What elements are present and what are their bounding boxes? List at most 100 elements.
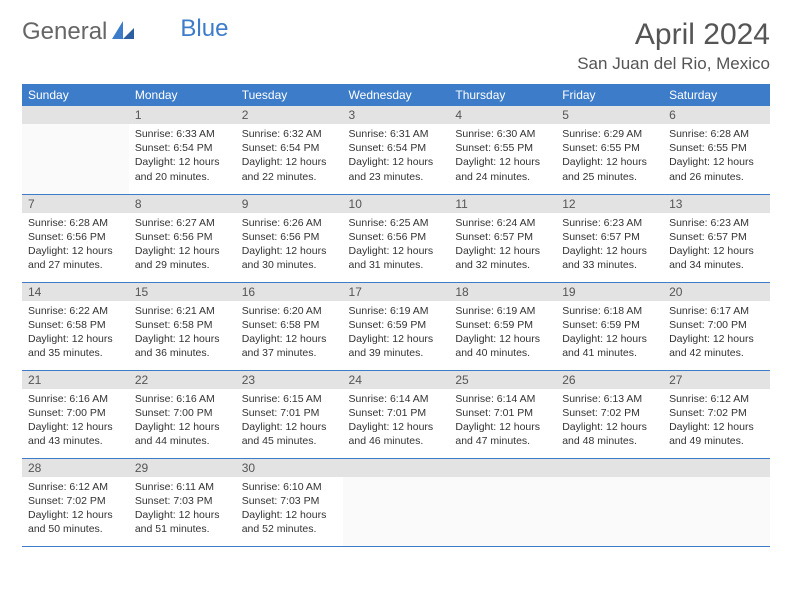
- day-line: Sunrise: 6:12 AM: [28, 480, 123, 494]
- logo-text-1: General: [22, 18, 107, 46]
- day-number: 20: [663, 283, 770, 301]
- day-line: Sunset: 7:00 PM: [135, 406, 230, 420]
- calendar-cell: 24Sunrise: 6:14 AMSunset: 7:01 PMDayligh…: [343, 370, 450, 458]
- calendar-cell: 8Sunrise: 6:27 AMSunset: 6:56 PMDaylight…: [129, 194, 236, 282]
- day-line: and 20 minutes.: [135, 170, 230, 184]
- day-line: Sunrise: 6:33 AM: [135, 127, 230, 141]
- day-body: Sunrise: 6:21 AMSunset: 6:58 PMDaylight:…: [129, 301, 236, 365]
- logo-text-2: Blue: [180, 15, 228, 43]
- day-line: Sunset: 7:00 PM: [669, 318, 764, 332]
- calendar-cell: 29Sunrise: 6:11 AMSunset: 7:03 PMDayligh…: [129, 458, 236, 546]
- day-body: [22, 124, 129, 131]
- day-body: Sunrise: 6:28 AMSunset: 6:56 PMDaylight:…: [22, 213, 129, 277]
- calendar-cell: 2Sunrise: 6:32 AMSunset: 6:54 PMDaylight…: [236, 106, 343, 194]
- day-line: Sunset: 6:59 PM: [349, 318, 444, 332]
- day-line: Daylight: 12 hours: [242, 508, 337, 522]
- day-body: Sunrise: 6:12 AMSunset: 7:02 PMDaylight:…: [22, 477, 129, 541]
- day-body: Sunrise: 6:12 AMSunset: 7:02 PMDaylight:…: [663, 389, 770, 453]
- day-line: and 25 minutes.: [562, 170, 657, 184]
- calendar-cell: 21Sunrise: 6:16 AMSunset: 7:00 PMDayligh…: [22, 370, 129, 458]
- day-number: [343, 459, 450, 477]
- day-number: 17: [343, 283, 450, 301]
- day-number: 23: [236, 371, 343, 389]
- day-number: 18: [449, 283, 556, 301]
- day-body: Sunrise: 6:17 AMSunset: 7:00 PMDaylight:…: [663, 301, 770, 365]
- day-line: Daylight: 12 hours: [242, 420, 337, 434]
- day-line: and 50 minutes.: [28, 522, 123, 536]
- location: San Juan del Rio, Mexico: [577, 54, 770, 74]
- calendar-cell: 14Sunrise: 6:22 AMSunset: 6:58 PMDayligh…: [22, 282, 129, 370]
- day-number: 27: [663, 371, 770, 389]
- calendar-cell: [556, 458, 663, 546]
- day-line: and 41 minutes.: [562, 346, 657, 360]
- day-number: 22: [129, 371, 236, 389]
- day-number: 8: [129, 195, 236, 213]
- day-line: Sunrise: 6:25 AM: [349, 216, 444, 230]
- day-line: Sunrise: 6:13 AM: [562, 392, 657, 406]
- day-number: 19: [556, 283, 663, 301]
- calendar-cell: 3Sunrise: 6:31 AMSunset: 6:54 PMDaylight…: [343, 106, 450, 194]
- day-number: [22, 106, 129, 124]
- day-number: 30: [236, 459, 343, 477]
- day-line: Sunset: 6:56 PM: [28, 230, 123, 244]
- day-line: Daylight: 12 hours: [455, 332, 550, 346]
- day-line: Sunset: 6:57 PM: [455, 230, 550, 244]
- day-line: Daylight: 12 hours: [349, 332, 444, 346]
- calendar-row: 28Sunrise: 6:12 AMSunset: 7:02 PMDayligh…: [22, 458, 770, 546]
- weekday-header: Tuesday: [236, 84, 343, 106]
- day-line: Daylight: 12 hours: [669, 332, 764, 346]
- day-line: Sunrise: 6:19 AM: [455, 304, 550, 318]
- day-line: Sunset: 6:58 PM: [135, 318, 230, 332]
- day-line: Sunrise: 6:31 AM: [349, 127, 444, 141]
- day-line: Daylight: 12 hours: [28, 508, 123, 522]
- day-line: and 46 minutes.: [349, 434, 444, 448]
- day-number: 21: [22, 371, 129, 389]
- day-line: Sunset: 6:54 PM: [135, 141, 230, 155]
- day-line: and 44 minutes.: [135, 434, 230, 448]
- calendar-row: 7Sunrise: 6:28 AMSunset: 6:56 PMDaylight…: [22, 194, 770, 282]
- day-line: Daylight: 12 hours: [349, 244, 444, 258]
- day-body: Sunrise: 6:19 AMSunset: 6:59 PMDaylight:…: [343, 301, 450, 365]
- day-line: and 39 minutes.: [349, 346, 444, 360]
- day-line: Sunset: 6:59 PM: [455, 318, 550, 332]
- day-line: Daylight: 12 hours: [562, 420, 657, 434]
- day-line: Daylight: 12 hours: [242, 244, 337, 258]
- day-line: and 43 minutes.: [28, 434, 123, 448]
- day-number: 14: [22, 283, 129, 301]
- day-line: Sunset: 6:55 PM: [562, 141, 657, 155]
- weekday-header: Saturday: [663, 84, 770, 106]
- day-line: and 48 minutes.: [562, 434, 657, 448]
- day-body: Sunrise: 6:11 AMSunset: 7:03 PMDaylight:…: [129, 477, 236, 541]
- day-line: Sunrise: 6:28 AM: [28, 216, 123, 230]
- calendar-cell: 4Sunrise: 6:30 AMSunset: 6:55 PMDaylight…: [449, 106, 556, 194]
- day-body: [449, 477, 556, 484]
- day-line: Daylight: 12 hours: [349, 155, 444, 169]
- day-body: Sunrise: 6:15 AMSunset: 7:01 PMDaylight:…: [236, 389, 343, 453]
- day-line: Sunset: 6:56 PM: [349, 230, 444, 244]
- calendar-row: 14Sunrise: 6:22 AMSunset: 6:58 PMDayligh…: [22, 282, 770, 370]
- day-body: Sunrise: 6:20 AMSunset: 6:58 PMDaylight:…: [236, 301, 343, 365]
- day-line: and 36 minutes.: [135, 346, 230, 360]
- day-line: Daylight: 12 hours: [455, 420, 550, 434]
- day-line: and 27 minutes.: [28, 258, 123, 272]
- calendar-cell: 12Sunrise: 6:23 AMSunset: 6:57 PMDayligh…: [556, 194, 663, 282]
- day-body: Sunrise: 6:27 AMSunset: 6:56 PMDaylight:…: [129, 213, 236, 277]
- weekday-header: Wednesday: [343, 84, 450, 106]
- day-number: [449, 459, 556, 477]
- calendar-cell: 13Sunrise: 6:23 AMSunset: 6:57 PMDayligh…: [663, 194, 770, 282]
- day-line: Sunrise: 6:29 AM: [562, 127, 657, 141]
- day-number: 4: [449, 106, 556, 124]
- day-number: 11: [449, 195, 556, 213]
- day-line: Daylight: 12 hours: [669, 244, 764, 258]
- day-line: Sunrise: 6:27 AM: [135, 216, 230, 230]
- day-body: Sunrise: 6:13 AMSunset: 7:02 PMDaylight:…: [556, 389, 663, 453]
- day-line: Sunset: 7:02 PM: [562, 406, 657, 420]
- day-number: 3: [343, 106, 450, 124]
- day-line: Daylight: 12 hours: [135, 420, 230, 434]
- day-body: Sunrise: 6:16 AMSunset: 7:00 PMDaylight:…: [22, 389, 129, 453]
- day-line: Sunset: 7:03 PM: [242, 494, 337, 508]
- day-line: and 52 minutes.: [242, 522, 337, 536]
- day-line: and 24 minutes.: [455, 170, 550, 184]
- day-number: 9: [236, 195, 343, 213]
- day-body: Sunrise: 6:14 AMSunset: 7:01 PMDaylight:…: [449, 389, 556, 453]
